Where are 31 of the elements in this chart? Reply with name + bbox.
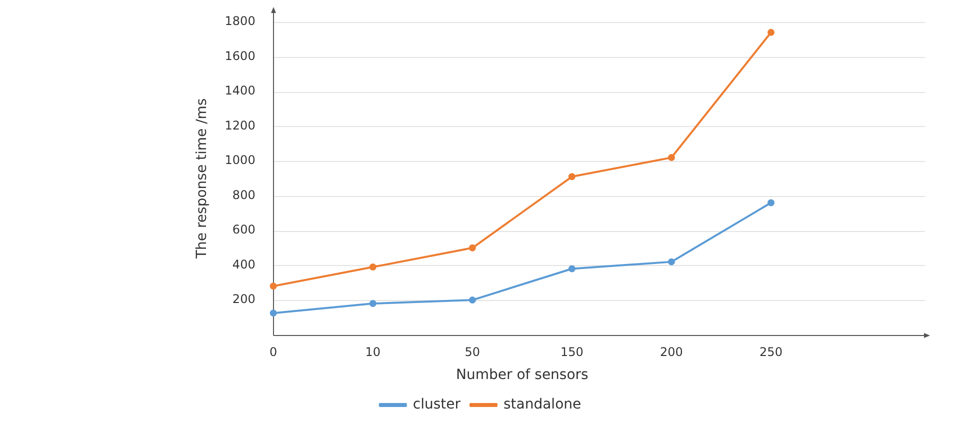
x-tick-label: 0 xyxy=(270,345,278,360)
y-tick-label: 400 xyxy=(232,257,256,272)
x-tick-label: 10 xyxy=(365,345,381,360)
x-tick-label: 150 xyxy=(560,345,584,360)
point xyxy=(768,199,774,206)
point xyxy=(270,282,277,290)
y-tick-label: 600 xyxy=(232,222,256,237)
point xyxy=(270,310,277,317)
x-tick-label: 200 xyxy=(660,345,683,360)
y-tick-label: 200 xyxy=(232,292,256,306)
y-tick-label: 1800 xyxy=(224,14,256,28)
point xyxy=(668,154,675,162)
x-tick-label: 50 xyxy=(464,345,480,360)
point xyxy=(468,244,476,252)
y-axis-title: The response time /ms xyxy=(194,98,210,260)
legend-label: cluster xyxy=(412,396,461,413)
point xyxy=(768,28,774,36)
point xyxy=(668,258,675,266)
y-tick-label: 800 xyxy=(232,188,256,202)
point xyxy=(568,173,576,180)
point xyxy=(369,264,376,271)
y-tick-label: 1000 xyxy=(224,153,256,168)
point xyxy=(468,296,476,304)
x-axis-title: Number of sensors xyxy=(456,367,588,384)
point xyxy=(568,265,576,272)
point xyxy=(369,300,376,308)
x-tick-label: 250 xyxy=(760,345,782,360)
legend-label: standalone xyxy=(503,396,582,413)
y-tick-label: 1200 xyxy=(224,118,256,132)
y-tick-label: 1600 xyxy=(224,48,256,63)
y-tick-label: 1400 xyxy=(224,84,256,98)
